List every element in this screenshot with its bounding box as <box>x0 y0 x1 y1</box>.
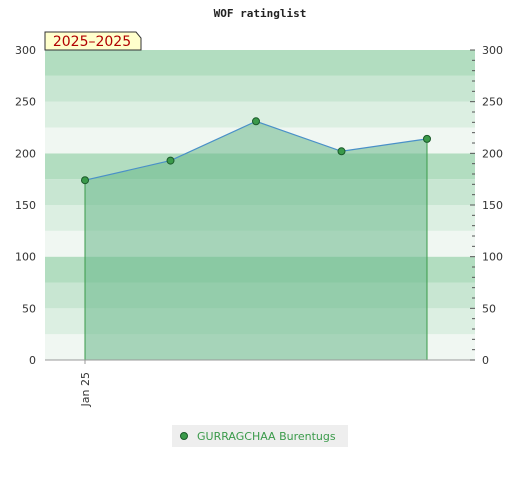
grid-band <box>45 75 475 102</box>
data-point <box>252 117 260 126</box>
y-tick-label-right: 0 <box>482 354 489 367</box>
y-tick-label-right: 300 <box>482 44 503 57</box>
y-tick-label-left: 0 <box>29 354 36 367</box>
y-tick-label-left: 250 <box>15 96 36 109</box>
legend-marker <box>180 432 188 440</box>
axes: 0 0 50 50 100 100 150 150 200 200 250 250 300 300 Jan … <box>15 44 503 407</box>
data-point <box>337 147 346 156</box>
y-tick-label-left: 50 <box>22 302 36 315</box>
date-range-label: 2025–2025 <box>53 34 131 50</box>
data-point <box>423 134 431 143</box>
y-tick-label-left: 100 <box>15 251 36 264</box>
date-range-badge: 2025–2025 <box>44 31 142 51</box>
series-marks <box>81 117 431 185</box>
data-point <box>81 176 89 185</box>
y-tick-label-right: 200 <box>482 147 503 160</box>
grid-band <box>45 50 475 76</box>
x-tick-label: Jan 25 <box>79 372 92 407</box>
y-tick-label-right: 250 <box>482 96 503 109</box>
data-point <box>166 156 175 165</box>
legend[interactable]: GURRAGCHAA Burentugs <box>172 425 348 447</box>
y-tick-label-right: 50 <box>482 302 496 315</box>
y-tick-label-left: 200 <box>15 147 36 160</box>
series-area-layer <box>84 121 428 360</box>
y-tick-label-right: 100 <box>482 251 503 264</box>
series-area <box>85 121 427 360</box>
y-tick-label-left: 150 <box>15 199 36 212</box>
y-tick-label-left: 300 <box>15 44 36 57</box>
legend-label: GURRAGCHAA Burentugs <box>197 430 336 443</box>
y-tick-label-right: 150 <box>482 199 503 212</box>
chart-title: WOF ratinglist <box>214 7 307 20</box>
